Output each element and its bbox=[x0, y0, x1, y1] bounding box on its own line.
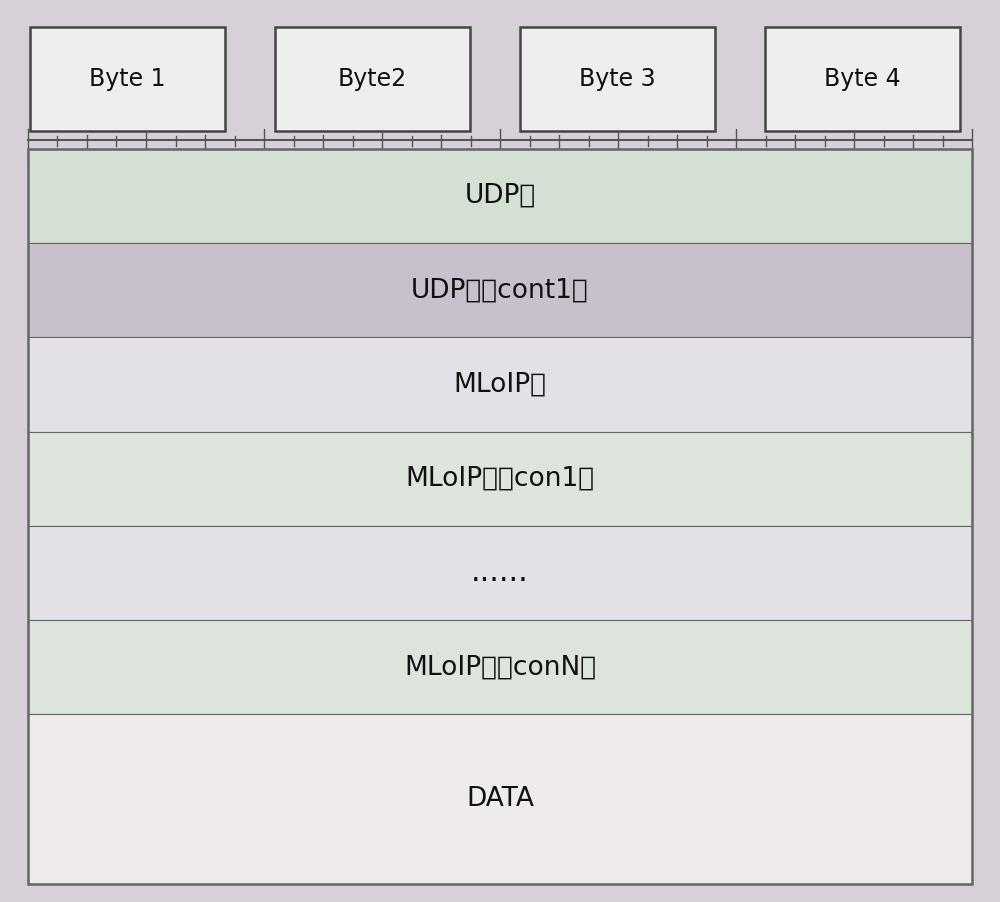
Text: MLoIP头（conN）: MLoIP头（conN） bbox=[404, 654, 596, 680]
Bar bbox=[765, 27, 960, 131]
Text: MLoIP头: MLoIP头 bbox=[454, 372, 546, 398]
Text: DATA: DATA bbox=[466, 787, 534, 812]
Text: UDP头（cont1）: UDP头（cont1） bbox=[411, 277, 589, 303]
Text: Byte 1: Byte 1 bbox=[89, 67, 166, 91]
Text: Byte2: Byte2 bbox=[338, 67, 407, 91]
Text: ......: ...... bbox=[471, 558, 529, 587]
Bar bbox=[28, 431, 972, 526]
Bar bbox=[28, 149, 972, 243]
Bar bbox=[28, 714, 972, 884]
Bar bbox=[275, 27, 470, 131]
Text: Byte 4: Byte 4 bbox=[824, 67, 901, 91]
Bar bbox=[30, 27, 225, 131]
Text: UDP头: UDP头 bbox=[464, 183, 536, 209]
Bar bbox=[28, 337, 972, 431]
Bar bbox=[28, 243, 972, 337]
Bar bbox=[28, 149, 972, 884]
Bar bbox=[28, 526, 972, 620]
Text: MLoIP头（con1）: MLoIP头（con1） bbox=[405, 465, 595, 492]
Bar bbox=[520, 27, 715, 131]
Text: Byte 3: Byte 3 bbox=[579, 67, 656, 91]
Bar bbox=[28, 620, 972, 714]
